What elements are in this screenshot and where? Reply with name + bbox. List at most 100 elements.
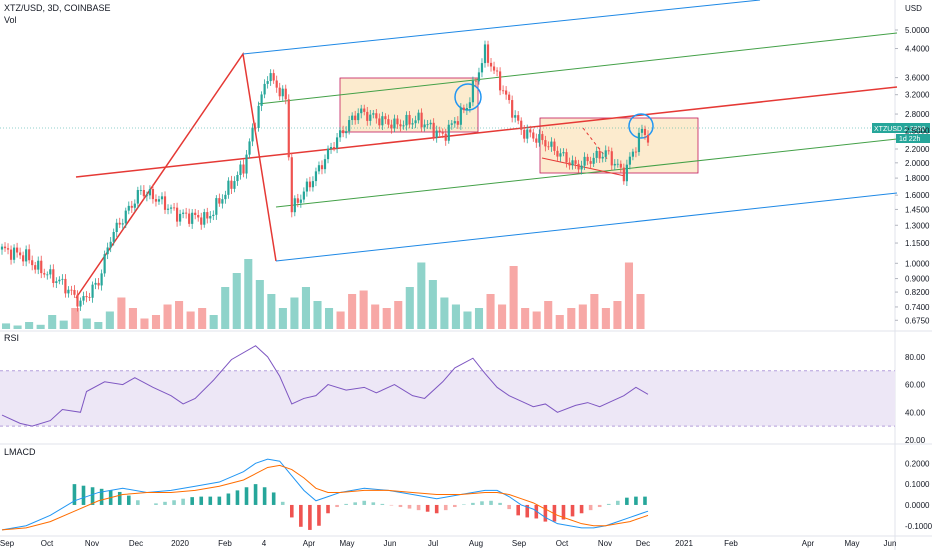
price-tick-label: 4.4000 — [905, 45, 930, 54]
candle-body — [163, 196, 167, 210]
trend-line-dash[interactable] — [582, 127, 609, 161]
candle-body — [197, 214, 200, 218]
candle-body — [646, 134, 650, 143]
volume-bar — [636, 294, 645, 329]
candle-body — [628, 156, 631, 165]
candle-body — [429, 122, 432, 125]
volume-bar — [278, 308, 287, 329]
lmacd-histogram-bar — [253, 484, 258, 505]
trend-line-down[interactable] — [541, 157, 626, 177]
time-axis-label: 4 — [262, 539, 267, 548]
candle-body — [399, 124, 402, 127]
candle-body — [37, 260, 40, 270]
candle-body — [61, 278, 64, 280]
volume-bar — [48, 315, 57, 329]
price-tick-label: 3.2000 — [905, 91, 930, 100]
volume-bar — [209, 315, 218, 329]
candle-body — [550, 141, 553, 147]
candle-body — [544, 140, 547, 147]
volume-bar — [82, 318, 91, 329]
candle-body — [483, 44, 487, 64]
candle-body — [145, 195, 148, 197]
candle-body — [601, 156, 604, 159]
consolidation-box-2[interactable] — [539, 117, 699, 174]
price-axis[interactable]: 5.0000 4.4000 3.6000 3.2000 2.8000 2.5000 2.20… — [895, 26, 930, 325]
volume-bar — [624, 262, 634, 329]
volume-bars — [2, 259, 645, 329]
lmacd-histogram-bar — [72, 484, 77, 505]
candle-body — [224, 194, 227, 200]
candle-body — [269, 73, 272, 82]
pitchfork-upper-outer[interactable] — [242, 0, 761, 55]
candle-body — [538, 134, 541, 143]
price-tick-label: 2.2000 — [905, 145, 930, 154]
rsi-label: RSI — [4, 333, 19, 343]
pitchfork-lower-outer[interactable] — [275, 192, 898, 262]
volume-bar — [163, 304, 172, 329]
volume-bar — [498, 304, 507, 329]
candle-body — [405, 114, 408, 126]
price-tick-label: 2.0000 — [905, 159, 930, 168]
lmacd-histogram-bar — [407, 504, 412, 509]
lmacd-histogram-bar — [199, 496, 204, 505]
time-axis[interactable]: Sep Oct Nov Dec 2020 Feb 4 Apr May Jun Jul Aug Sep Oc… — [0, 539, 896, 548]
pitchfork-lower-inner[interactable] — [275, 138, 898, 208]
candle-body — [432, 122, 435, 138]
highlight-circle-2[interactable] — [628, 113, 654, 139]
candle-body — [242, 164, 245, 174]
candle-body — [290, 157, 293, 213]
volume-bar — [267, 294, 276, 329]
candle-body — [348, 120, 351, 132]
candle-body — [532, 132, 535, 139]
candle-body — [640, 128, 644, 133]
volume-bar — [555, 315, 564, 329]
pitchfork-median-line[interactable] — [75, 86, 898, 178]
lmacd-histogram-bar — [235, 490, 240, 505]
candle-body — [480, 63, 484, 73]
candle-body — [251, 127, 254, 142]
candle-body — [121, 223, 124, 225]
candle-body — [311, 181, 315, 188]
candle-body — [613, 163, 616, 166]
volume-bar — [186, 311, 195, 329]
rsi-band — [0, 370, 895, 427]
volume-bar — [382, 308, 391, 329]
lmacd-histogram-bar — [579, 504, 584, 514]
candle-body — [338, 130, 342, 138]
volume-bar — [151, 315, 161, 329]
candle-body — [426, 124, 429, 126]
time-axis-label: Apr — [303, 539, 316, 548]
candle-body — [408, 114, 411, 125]
candle-body — [369, 114, 372, 121]
volume-bar — [128, 308, 137, 329]
candle-body — [278, 87, 281, 97]
candle-body — [535, 138, 538, 143]
candle-body — [118, 222, 121, 225]
candle-body — [363, 108, 366, 112]
rsi-tick-label: 40.00 — [905, 408, 926, 417]
candle-body — [76, 294, 79, 307]
candle-body — [97, 282, 100, 286]
drawings[interactable] — [75, 0, 898, 299]
candle-body — [293, 198, 296, 213]
price-tick-label: 0.8200 — [905, 288, 930, 297]
lmacd-histogram-bar — [570, 504, 575, 517]
candle-body — [139, 189, 142, 191]
candle-body — [275, 80, 278, 88]
candle-body — [556, 150, 559, 157]
candle-body — [100, 273, 103, 286]
lmacd-histogram-bar — [271, 492, 276, 505]
candle-body — [148, 189, 152, 196]
candle-body — [505, 90, 508, 95]
pitchfork-upper-inner[interactable] — [257, 32, 898, 105]
candle-body — [456, 121, 459, 125]
candle-body — [302, 191, 305, 200]
lmacd-axis: 0.2000 0.1000 0.0000 -0.1000 — [905, 459, 932, 530]
candle-body — [12, 247, 16, 260]
time-axis-label: Feb — [724, 539, 738, 548]
candle-body — [417, 112, 420, 121]
lmacd-histogram-bar — [117, 491, 122, 505]
lmacd-histogram-bar — [208, 496, 213, 505]
highlight-circle-1[interactable] — [454, 83, 482, 111]
